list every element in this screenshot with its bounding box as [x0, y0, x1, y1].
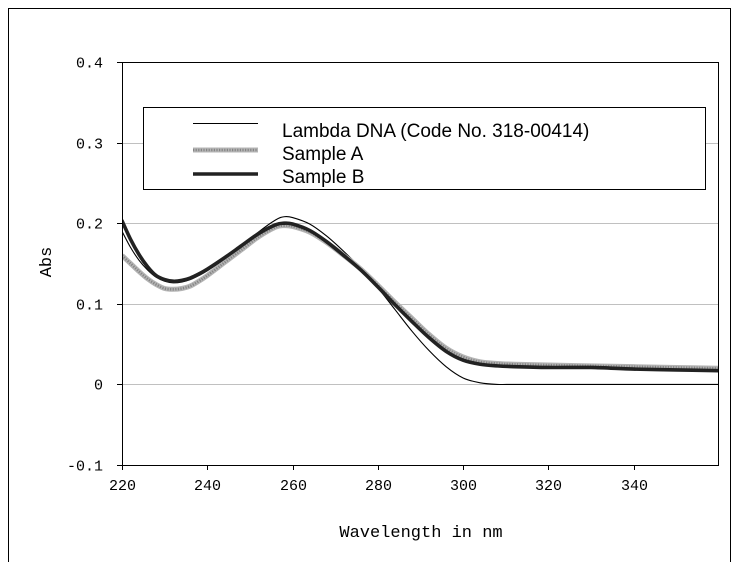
legend-label-sample-b: Sample B [282, 167, 364, 188]
chart-outer-frame [8, 8, 731, 562]
x-tick-label: 280 [365, 478, 392, 495]
y-tick-label: -0.1 [67, 459, 103, 476]
legend: Lambda DNA (Code No. 318-00414) Sample A… [143, 107, 706, 190]
series-line-sample-b [122, 218, 719, 373]
x-tick-label: 240 [194, 478, 221, 495]
plot-area-border [122, 62, 719, 466]
y-tick-label: 0 [94, 378, 103, 395]
plot-series [122, 215, 719, 386]
x-axis: 220 240 260 280 300 320 340 [109, 465, 648, 495]
y-tick-label: 0.2 [76, 217, 103, 234]
x-tick-label: 320 [535, 478, 562, 495]
legend-label-sample-a: Sample A [282, 144, 364, 165]
x-tick-label: 220 [109, 478, 136, 495]
x-tick-label: 260 [280, 478, 307, 495]
legend-label-lambda-dna: Lambda DNA (Code No. 318-00414) [282, 121, 589, 142]
x-axis-title: Wavelength in nm [339, 524, 502, 543]
y-axis: 0.4 0.3 0.2 0.1 0 -0.1 [67, 56, 122, 476]
y-tick-label: 0.1 [76, 298, 103, 315]
x-tick-label: 340 [621, 478, 648, 495]
x-tick-label: 300 [450, 478, 477, 495]
y-tick-label: 0.3 [76, 137, 103, 154]
y-tick-label: 0.4 [76, 56, 103, 73]
y-axis-title: Abs [38, 247, 57, 278]
